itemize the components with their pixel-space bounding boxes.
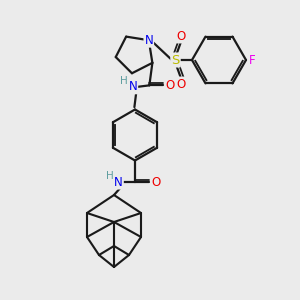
Text: O: O — [177, 29, 186, 43]
Text: F: F — [249, 53, 256, 67]
Text: O: O — [166, 79, 175, 92]
Text: O: O — [177, 77, 186, 91]
Text: S: S — [171, 53, 180, 67]
Text: H: H — [120, 76, 128, 86]
Text: H: H — [106, 171, 113, 181]
Text: N: N — [144, 34, 153, 47]
Text: N: N — [128, 80, 137, 93]
Text: N: N — [114, 176, 123, 189]
Text: O: O — [152, 176, 160, 189]
